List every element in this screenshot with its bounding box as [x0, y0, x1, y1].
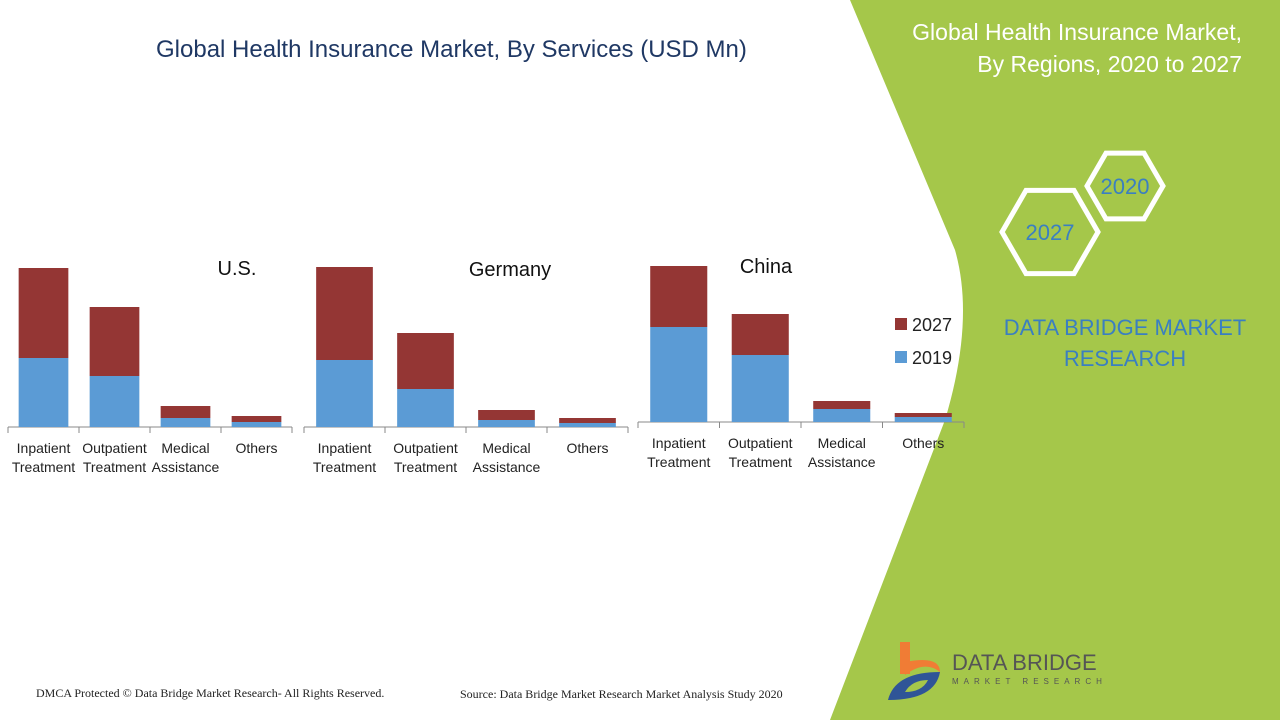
bar-2027: [18, 268, 69, 358]
x-tick-label: Others: [902, 435, 944, 451]
bar-2027: [559, 418, 616, 423]
x-tick-label: Others: [235, 440, 277, 456]
logo-subtext: MARKET RESEARCH: [952, 677, 1107, 686]
bar-2019: [894, 417, 952, 422]
green-panel: [830, 0, 1280, 720]
logo-text: DATA BRIDGE: [952, 650, 1097, 675]
chart-us: U.S. Inpatient Treatment Outpatient Treatmen…: [7, 258, 293, 475]
hex-label: 2020: [1101, 174, 1150, 199]
legend-swatch: [895, 351, 907, 363]
legend-label: 2027: [912, 315, 952, 335]
legend-label: 2019: [912, 348, 952, 368]
bar-2027: [89, 307, 140, 376]
chart-china: China Inpatient Treatment Outpatient Treatme…: [637, 256, 965, 470]
logo-icon: [888, 642, 940, 700]
brand-line2: RESEARCH: [1063, 346, 1187, 371]
legend-swatch: [895, 318, 907, 330]
page-title: Global Health Insurance Market, By Servi…: [156, 36, 747, 63]
x-tick-label: Medical: [161, 440, 209, 456]
bar-2019: [160, 418, 211, 427]
x-tick-label: Outpatient: [393, 440, 458, 456]
hexagon-2020: [1084, 150, 1166, 222]
x-tick-label: Treatment: [83, 459, 146, 475]
chart-title: Germany: [469, 259, 551, 281]
bar-2019: [813, 409, 871, 422]
bar-2027: [397, 333, 454, 389]
x-tick-label: Outpatient: [728, 435, 793, 451]
bar-2027: [650, 266, 708, 327]
regions-title: Global Health Insurance Market, By Region…: [912, 16, 1242, 80]
x-tick-label: Others: [566, 440, 608, 456]
hexagon-2027: [999, 187, 1101, 277]
x-tick-label: Inpatient: [652, 435, 706, 451]
bar-2027: [231, 416, 282, 422]
x-tick-label: Outpatient: [82, 440, 147, 456]
x-tick-label: Inpatient: [318, 440, 372, 456]
x-tick-label: Inpatient: [17, 440, 71, 456]
bar-2027: [478, 410, 535, 420]
chart-title: U.S.: [218, 258, 257, 280]
source-note: Source: Data Bridge Market Research Mark…: [460, 687, 783, 701]
bar-2019: [89, 376, 140, 427]
bar-2019: [397, 389, 454, 427]
bar-2019: [18, 358, 69, 427]
x-tick-label: Assistance: [152, 459, 220, 475]
x-tick-label: Treatment: [12, 459, 75, 475]
bar-2027: [894, 413, 952, 417]
x-tick-label: Medical: [818, 435, 866, 451]
bar-2019: [316, 360, 373, 427]
bar-2027: [160, 406, 211, 418]
chart-germany: Germany Inpatient Treatment Outpatient Treat…: [303, 259, 629, 475]
hex-label: 2027: [1026, 220, 1075, 245]
regions-title-line2: By Regions, 2020 to 2027: [977, 51, 1242, 77]
x-tick-label: Medical: [482, 440, 530, 456]
chart-title: China: [740, 256, 793, 278]
bar-2019: [731, 355, 789, 422]
bar-2019: [478, 420, 535, 427]
brand-text: DATA BRIDGE MARKET RESEARCH: [990, 312, 1260, 374]
bar-2027: [731, 314, 789, 355]
legend: 2027 2019: [895, 315, 952, 368]
regions-title-line1: Global Health Insurance Market,: [912, 19, 1242, 45]
brand-line1: DATA BRIDGE MARKET: [1003, 315, 1247, 340]
bar-2027: [316, 267, 373, 360]
x-tick-label: Treatment: [313, 459, 376, 475]
x-tick-label: Treatment: [394, 459, 457, 475]
x-tick-label: Treatment: [729, 454, 792, 470]
x-tick-label: Assistance: [808, 454, 876, 470]
dmca-notice: DMCA Protected © Data Bridge Market Rese…: [36, 686, 385, 700]
bar-2027: [813, 401, 871, 409]
bar-2019: [231, 422, 282, 427]
bar-2019: [650, 327, 708, 422]
bar-2019: [559, 423, 616, 427]
x-tick-label: Assistance: [473, 459, 541, 475]
x-tick-label: Treatment: [647, 454, 710, 470]
